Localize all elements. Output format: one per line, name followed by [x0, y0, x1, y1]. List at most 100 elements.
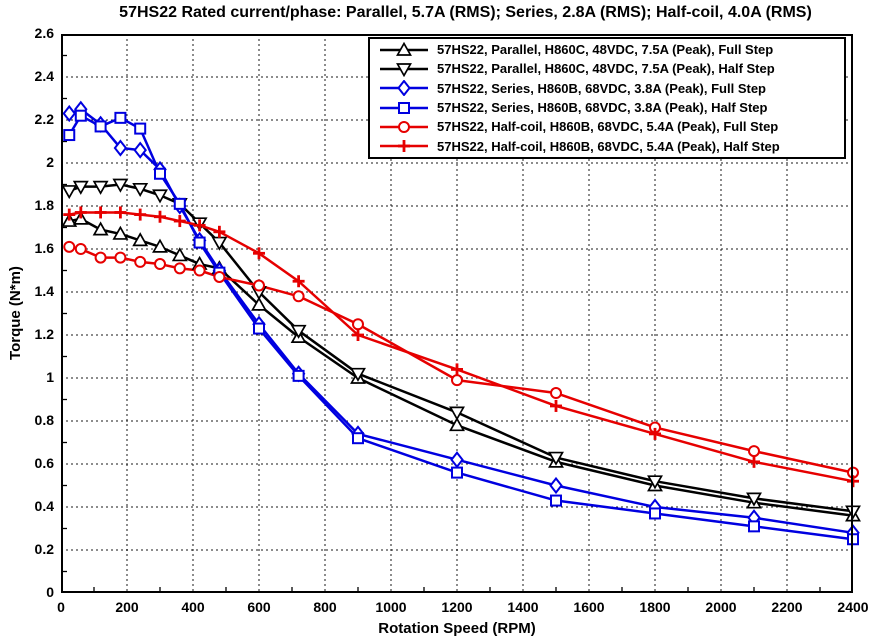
circle-marker-icon — [451, 374, 463, 387]
triangle-down-marker-icon — [746, 492, 762, 507]
y-tick-label: 1.2 — [34, 326, 54, 342]
legend-label: 57HS22, Half-coil, H860B, 68VDC, 5.4A (P… — [437, 119, 779, 135]
circle-marker-icon — [114, 251, 127, 264]
plot-border — [61, 34, 853, 593]
diamond-marker-icon — [113, 139, 128, 157]
x-tick-label: 800 — [313, 599, 337, 615]
triangle-down-marker-icon — [548, 451, 564, 466]
circle-marker-icon — [398, 120, 410, 133]
circle-marker-icon — [134, 255, 147, 268]
circle-marker-icon — [63, 240, 76, 253]
square-marker-icon — [173, 197, 186, 210]
diamond-marker-icon — [450, 451, 464, 469]
circle-marker-icon — [173, 262, 186, 275]
y-tick-label: 1.6 — [34, 240, 54, 256]
x-tick-label: 1200 — [441, 599, 473, 615]
triangle-down-marker-icon — [132, 182, 149, 198]
circle-marker-icon — [74, 243, 87, 255]
x-tick-label: 1400 — [507, 599, 539, 615]
legend-label: 57HS22, Half-coil, H860B, 68VDC, 5.4A (P… — [437, 138, 780, 154]
diamond-marker-icon — [133, 141, 147, 159]
triangle-down-marker-icon — [152, 189, 168, 204]
triangle-down-marker-icon — [396, 63, 412, 77]
y-tick-label: 0.8 — [34, 412, 54, 428]
legend-line-sample — [380, 63, 428, 77]
x-axis-title: Rotation Speed (RPM) — [378, 620, 536, 637]
square-marker-icon — [63, 129, 76, 142]
y-tick-label: 0.6 — [34, 455, 54, 471]
circle-marker-icon — [154, 258, 166, 271]
triangle-down-marker-icon — [647, 475, 663, 490]
triangle-up-marker-icon — [92, 221, 109, 236]
circle-marker-icon — [748, 445, 760, 458]
square-marker-icon — [253, 322, 265, 335]
y-tick-label: 1 — [46, 369, 54, 385]
triangle-down-marker-icon — [92, 180, 109, 195]
triangle-down-marker-icon — [61, 185, 78, 200]
y-tick-label: 0 — [46, 584, 54, 600]
x-tick-label: 0 — [57, 599, 65, 615]
legend-label: 57HS22, Series, H860B, 68VDC, 3.8A (Peak… — [437, 100, 768, 116]
y-tick-label: 0.2 — [34, 541, 54, 557]
square-marker-icon — [451, 466, 463, 479]
triangle-up-marker-icon — [132, 232, 149, 247]
square-marker-icon — [94, 120, 107, 133]
legend-line-sample — [380, 101, 428, 114]
y-tick-label: 1.4 — [34, 283, 54, 299]
y-tick-label: 1.8 — [34, 197, 54, 213]
triangle-up-marker-icon — [152, 238, 168, 253]
legend: 57HS22, Parallel, H860C, 48VDC, 7.5A (Pe… — [368, 37, 846, 159]
triangle-up-marker-icon — [396, 41, 412, 56]
y-tick-label: 2.2 — [34, 111, 54, 127]
triangle-down-marker-icon — [290, 324, 307, 339]
x-tick-label: 2200 — [771, 599, 803, 615]
square-marker-icon — [748, 520, 760, 533]
diamond-marker-icon — [62, 104, 77, 123]
x-tick-label: 2400 — [837, 599, 869, 615]
circle-marker-icon — [213, 270, 226, 283]
diamond-marker-icon — [549, 476, 563, 495]
triangle-down-marker-icon — [72, 180, 89, 195]
square-marker-icon — [193, 236, 206, 249]
circle-marker-icon — [94, 251, 107, 264]
square-marker-icon — [154, 167, 166, 180]
triangle-up-marker-icon — [112, 225, 129, 240]
square-marker-icon — [550, 494, 562, 507]
y-tick-label: 2 — [46, 154, 54, 170]
square-marker-icon — [398, 101, 410, 114]
triangle-up-marker-icon — [171, 247, 188, 262]
legend-item: 57HS22, Series, H860B, 68VDC, 3.8A (Peak… — [370, 98, 844, 117]
x-tick-label: 1800 — [639, 599, 671, 615]
legend-label: 57HS22, Series, H860B, 68VDC, 3.8A (Peak… — [437, 80, 766, 96]
y-tick-label: 2.6 — [34, 25, 54, 41]
legend-item: 57HS22, Parallel, H860C, 48VDC, 7.5A (Pe… — [370, 40, 844, 59]
series-line — [69, 245, 854, 474]
legend-item: 57HS22, Series, H860B, 68VDC, 3.8A (Peak… — [370, 79, 844, 98]
legend-label: 57HS22, Parallel, H860C, 48VDC, 7.5A (Pe… — [437, 61, 775, 77]
legend-line-sample — [380, 41, 428, 56]
square-marker-icon — [292, 369, 305, 382]
legend-label: 57HS22, Parallel, H860C, 48VDC, 7.5A (Pe… — [437, 42, 774, 58]
circle-marker-icon — [193, 264, 206, 277]
square-marker-icon — [649, 507, 661, 520]
x-tick-label: 1000 — [375, 599, 407, 615]
triangle-down-marker-icon — [350, 367, 366, 382]
legend-item: 57HS22, Parallel, H860C, 48VDC, 7.5A (Pe… — [370, 59, 844, 78]
x-tick-label: 400 — [181, 599, 205, 615]
triangle-up-marker-icon — [449, 417, 465, 432]
triangle-down-marker-icon — [112, 178, 129, 193]
x-tick-label: 200 — [115, 599, 139, 615]
circle-marker-icon — [253, 279, 265, 292]
circle-marker-icon — [352, 318, 364, 331]
series-line — [69, 211, 854, 483]
square-marker-icon — [134, 122, 147, 135]
x-tick-label: 2000 — [705, 599, 737, 615]
x-tick-label: 1600 — [573, 599, 605, 615]
legend-item: 57HS22, Half-coil, H860B, 68VDC, 5.4A (P… — [370, 117, 844, 136]
diamond-marker-icon — [397, 80, 411, 97]
square-marker-icon — [74, 109, 87, 122]
legend-item: 57HS22, Half-coil, H860B, 68VDC, 5.4A (P… — [370, 137, 844, 156]
circle-marker-icon — [292, 290, 305, 303]
